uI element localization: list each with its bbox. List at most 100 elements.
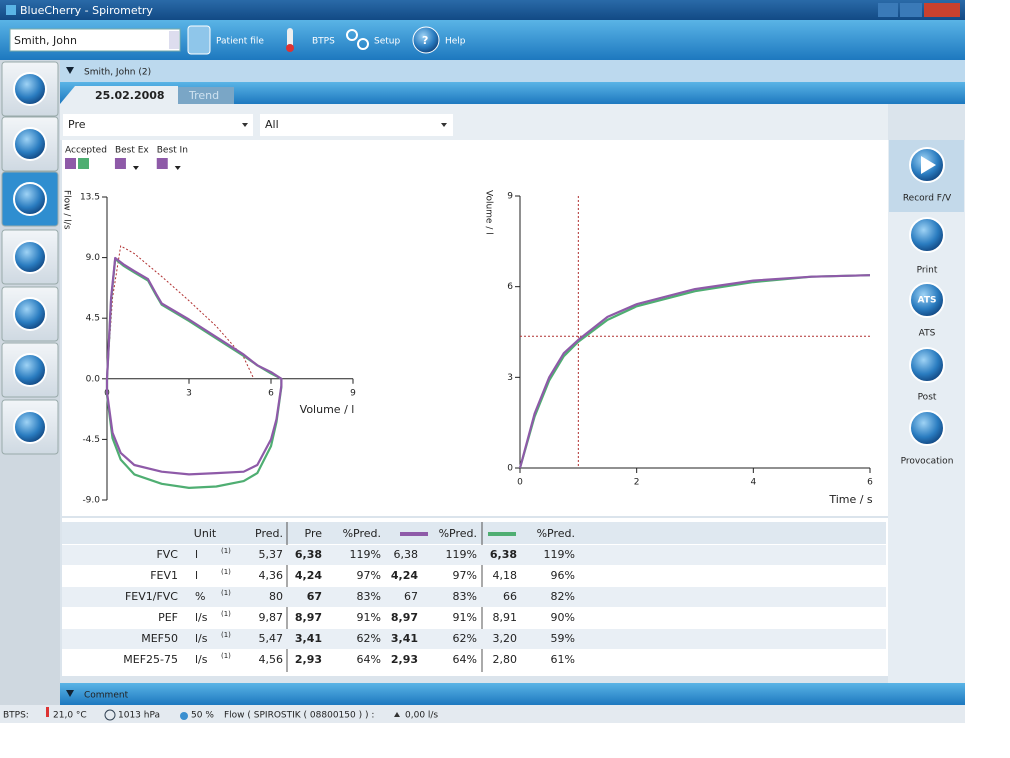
table-cell: 3,41 (391, 632, 418, 645)
x-axis-label: Volume / l (300, 403, 355, 416)
legend-swatch[interactable] (65, 158, 76, 169)
y-tick-label: 4.5 (86, 314, 100, 324)
minimize-button[interactable] (878, 3, 898, 17)
status-humidity: 50 % (191, 711, 214, 721)
btps-icon[interactable] (287, 28, 293, 48)
status-sensor: Flow ( SPIROSTIK ( 08800150 ) ) : (224, 711, 374, 721)
table-cell: 67 (307, 590, 322, 603)
table-cell: 91% (453, 611, 477, 624)
tab-label[interactable]: Trend (188, 89, 219, 102)
action-icon[interactable] (909, 347, 945, 383)
collapse-arrow[interactable] (66, 67, 74, 74)
tab-label[interactable]: 25.02.2008 (95, 89, 165, 102)
action-label[interactable]: Print (917, 266, 938, 276)
action-label[interactable]: Provocation (901, 457, 954, 467)
table-cell: 8,97 (391, 611, 418, 624)
title-bar (0, 0, 965, 20)
table-cell: 6,38 (295, 548, 322, 561)
table-cell: 119% (446, 548, 477, 561)
action-icon[interactable] (909, 282, 945, 318)
table-cell: 4,36 (259, 569, 284, 582)
table-cell: 3,20 (493, 632, 518, 645)
table-cell: 66 (503, 590, 517, 603)
y-tick-label: -9.0 (82, 496, 100, 506)
table-header-cell: Unit (194, 527, 217, 540)
table-cell: (1) (221, 589, 231, 597)
table-cell: l (195, 548, 198, 561)
sidebar-icon (13, 72, 47, 106)
table-cell: (1) (221, 610, 231, 618)
status-label: BTPS: (3, 711, 29, 721)
action-label[interactable]: Record F/V (903, 194, 952, 204)
dropdown-arrow[interactable] (169, 31, 179, 49)
table-cell: 64% (453, 653, 477, 666)
help-icon[interactable] (412, 26, 440, 54)
action-label[interactable]: ATS (919, 329, 936, 339)
toolbar-item[interactable]: Setup (374, 37, 400, 47)
patient-header-text: Smith, John (2) (84, 68, 151, 78)
table-cell: 62% (453, 632, 477, 645)
table-cell: 67 (404, 590, 418, 603)
status-flow: 0,00 l/s (405, 711, 438, 721)
table-row-stripe (62, 545, 886, 565)
table-header-cell: %Pred. (439, 527, 477, 540)
help-glyph: ? (422, 34, 428, 47)
x-tick-label: 9 (350, 388, 356, 398)
legend-dropdown (132, 166, 139, 170)
series-swatch (400, 532, 428, 536)
filter-select[interactable] (260, 114, 453, 136)
maximize-button[interactable] (900, 3, 922, 17)
filter-value: All (265, 118, 279, 131)
table-cell: 9,87 (259, 611, 284, 624)
table-row-stripe (62, 587, 886, 607)
row-label: FVC (156, 548, 178, 561)
table-cell: l/s (195, 611, 208, 624)
btps-icon-bulb (286, 44, 294, 52)
y-tick-label: 6 (507, 282, 513, 292)
legend-swatch[interactable] (78, 158, 89, 169)
row-label: MEF25-75 (123, 653, 178, 666)
patient-select[interactable] (9, 28, 181, 52)
table-cell: l/s (195, 653, 208, 666)
filter-select[interactable] (63, 114, 253, 136)
collapse-arrow[interactable] (66, 690, 74, 697)
table-cell: 2,93 (295, 653, 322, 666)
y-tick-label: 9 (507, 192, 513, 202)
comment-bar (60, 683, 965, 705)
action-icon[interactable] (909, 217, 945, 253)
y-tick-label: -4.5 (82, 435, 100, 445)
pressure-icon (104, 709, 116, 721)
table-header (62, 522, 886, 544)
patient-header (60, 60, 965, 82)
toolbar-item[interactable]: Help (445, 37, 466, 47)
status-temperature: 21,0 °C (53, 711, 87, 721)
table-cell: 91% (357, 611, 381, 624)
action-icon[interactable] (909, 410, 945, 446)
toolbar-item[interactable]: Patient file (216, 37, 264, 47)
tab-active[interactable] (60, 86, 178, 104)
x-tick-label: 2 (634, 478, 640, 488)
table-cell: 59% (551, 632, 575, 645)
action-label[interactable]: Post (918, 393, 937, 403)
table-cell: 119% (544, 548, 575, 561)
table-cell: 82% (551, 590, 575, 603)
setup-icon (357, 38, 369, 50)
legend-swatch[interactable] (156, 158, 168, 169)
y-tick-label: 9.0 (86, 253, 101, 263)
table-body: Unit Pred. Pre %Pred. %Pred. %Pred. FVC l (1) 5,3… (62, 522, 886, 672)
legend-swatch[interactable] (114, 158, 126, 169)
close-button[interactable] (924, 3, 960, 17)
y-tick-label: 3 (507, 373, 513, 383)
setup-icon[interactable] (346, 29, 358, 41)
table-cell: 119% (350, 548, 381, 561)
table-cell: (1) (221, 568, 231, 576)
play-glyph (921, 156, 936, 174)
status-pressure: 1013 hPa (118, 711, 160, 721)
patient-file-icon[interactable] (187, 25, 211, 55)
row-label: PEF (158, 611, 178, 624)
tab-inactive[interactable] (178, 87, 234, 104)
table-cell: (1) (221, 631, 231, 639)
table-cell: 83% (357, 590, 381, 603)
toolbar-item[interactable]: BTPS (312, 37, 335, 47)
